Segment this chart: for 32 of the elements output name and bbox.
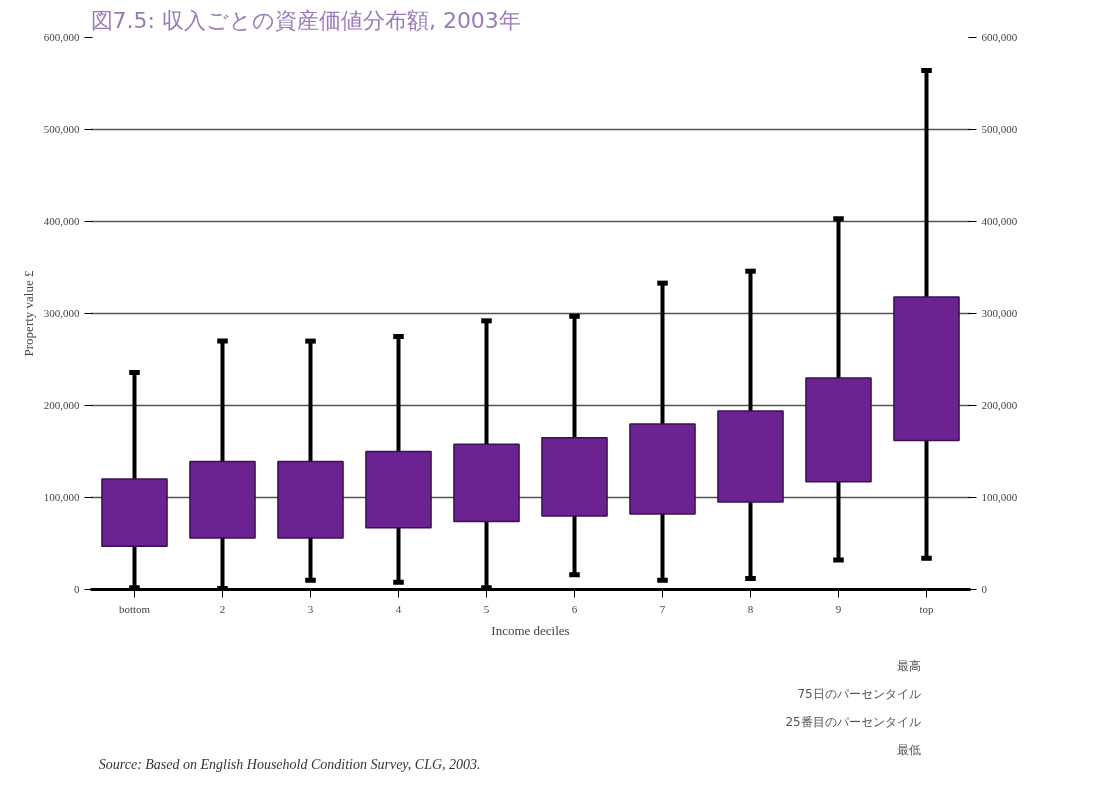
x-tick-label: 6 [571,602,578,615]
x-tick-label: top [919,602,935,615]
y2-tick-label: 600,000 [981,31,1018,43]
x-tick-label: 5 [483,602,490,615]
text: 最高 [896,659,921,674]
x-tick-label: bottom [118,602,151,615]
text: 最低 [896,743,921,758]
y-tick-label: 0 [74,583,80,595]
x-tick-label: 2 [219,602,226,615]
x-tick-label: 8 [747,602,754,615]
y-tick-label: 300,000 [43,307,80,319]
chart-title: 図7.5: 収入ごとの資産価値分布額, 2003年 [90,7,521,33]
y-tick-label: 500,000 [43,123,80,135]
y2-tick-label: 0 [981,583,988,595]
x-tick-label: 3 [307,602,314,615]
x-tick-label: 9 [835,602,842,615]
y-tick-label: 200,000 [43,399,80,411]
y2-tick-label: 200,000 [981,399,1018,411]
y-tick-label: 400,000 [43,215,80,227]
y2-tick-label: 300,000 [981,307,1018,319]
text: 25番目のパーセンタイル [785,715,921,730]
source-note: Source: Based on English Household Condition Survey, CLG, 2003. [98,756,481,772]
y-tick-label: 600,000 [43,31,80,43]
x-axis-title: Income deciles [491,622,570,638]
text: 75日のパーセンタイル [797,687,921,702]
y2-tick-label: 400,000 [981,215,1018,227]
y-axis-title: Property value £ [20,270,36,357]
x-tick-label: 7 [659,602,666,615]
x-tick-label: 4 [395,602,402,615]
y2-tick-label: 100,000 [981,491,1018,503]
y-tick-label: 100,000 [43,491,80,503]
y2-tick-label: 500,000 [981,123,1018,135]
